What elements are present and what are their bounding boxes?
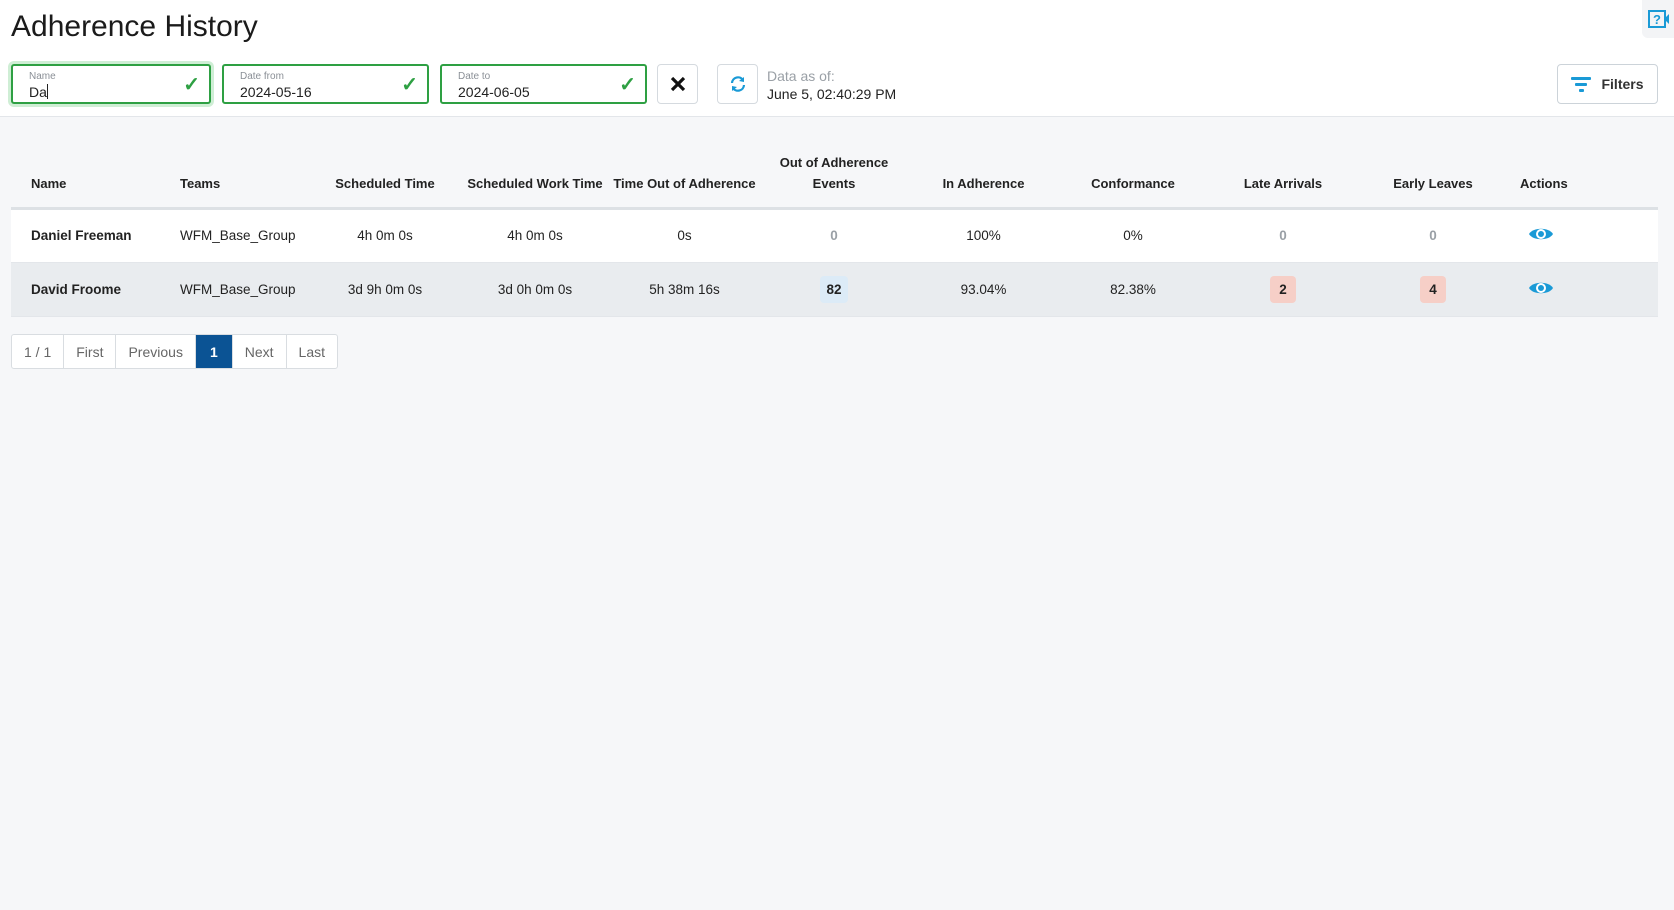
cell-scheduled-time: 4h 0m 0s bbox=[310, 208, 460, 263]
cell-scheduled-time: 3d 9h 0m 0s bbox=[310, 262, 460, 317]
date-to-input[interactable]: 2024-06-05 bbox=[458, 84, 530, 100]
cell-scheduled-work-time: 4h 0m 0s bbox=[460, 208, 610, 263]
header-in-adherence[interactable]: In Adherence bbox=[909, 150, 1058, 210]
cell-ooa-events: 0 bbox=[759, 208, 909, 263]
header-scheduled-time[interactable]: Scheduled Time bbox=[310, 150, 460, 210]
page-info: 1 / 1 bbox=[12, 335, 65, 368]
previous-page-button[interactable]: Previous bbox=[116, 335, 196, 368]
cell-in-adherence: 93.04% bbox=[909, 262, 1058, 317]
cell-ooa-events: 82 bbox=[759, 262, 909, 317]
name-field[interactable]: Name Da ✓ bbox=[11, 64, 211, 104]
table-row: Daniel Freeman WFM_Base_Group 4h 0m 0s 4… bbox=[11, 208, 1658, 263]
late-arrivals-badge[interactable]: 2 bbox=[1270, 275, 1296, 303]
table-header: Name Teams Scheduled Time Scheduled Work… bbox=[11, 150, 1658, 210]
cell-time-out-of-adherence: 0s bbox=[610, 208, 759, 263]
cell-time-out-of-adherence: 5h 38m 16s bbox=[610, 262, 759, 317]
date-to-label: Date to bbox=[458, 71, 491, 82]
help-button[interactable]: ? bbox=[1642, 0, 1674, 38]
cell-conformance: 82.38% bbox=[1058, 262, 1208, 317]
filters-label: Filters bbox=[1601, 76, 1644, 92]
cell-in-adherence: 100% bbox=[909, 208, 1058, 263]
cell-conformance: 0% bbox=[1058, 208, 1208, 263]
header-name[interactable]: Name bbox=[11, 150, 160, 210]
header-conformance[interactable]: Conformance bbox=[1058, 150, 1208, 210]
header-time-out-of-adherence[interactable]: Time Out of Adherence bbox=[610, 150, 759, 210]
data-as-of-value: June 5, 02:40:29 PM bbox=[767, 86, 897, 102]
cell-teams: WFM_Base_Group bbox=[160, 208, 310, 263]
cell-actions bbox=[1508, 208, 1658, 263]
svg-text:?: ? bbox=[1653, 12, 1661, 27]
header-out-of-adherence-events[interactable]: Out of Adherence Events bbox=[759, 150, 909, 210]
adherence-table: Name Teams Scheduled Time Scheduled Work… bbox=[11, 150, 1658, 317]
help-icon: ? bbox=[1648, 10, 1669, 28]
cell-late-arrivals: 0 bbox=[1208, 208, 1358, 263]
ooa-events-badge[interactable]: 82 bbox=[820, 275, 848, 303]
date-from-input[interactable]: 2024-05-16 bbox=[240, 84, 312, 100]
date-from-label: Date from bbox=[240, 71, 284, 82]
filters-button[interactable]: Filters bbox=[1557, 64, 1658, 104]
header-late-arrivals[interactable]: Late Arrivals bbox=[1208, 150, 1358, 210]
header-teams[interactable]: Teams bbox=[160, 150, 310, 210]
data-as-of: Data as of: June 5, 02:40:29 PM bbox=[767, 68, 896, 102]
date-from-field[interactable]: Date from 2024-05-16 ✓ bbox=[222, 64, 429, 104]
eye-icon[interactable] bbox=[1528, 225, 1554, 243]
cell-name: Daniel Freeman bbox=[11, 208, 160, 263]
cell-early-leaves: 4 bbox=[1358, 262, 1508, 317]
check-icon: ✓ bbox=[401, 74, 418, 96]
header-early-leaves[interactable]: Early Leaves bbox=[1358, 150, 1508, 210]
header-scheduled-work-time[interactable]: Scheduled Work Time bbox=[460, 150, 610, 210]
close-icon bbox=[670, 76, 685, 92]
filter-icon bbox=[1571, 77, 1592, 92]
check-icon: ✓ bbox=[183, 74, 200, 96]
first-page-button[interactable]: First bbox=[64, 335, 117, 368]
last-page-button[interactable]: Last bbox=[298, 343, 325, 360]
name-input[interactable]: Da bbox=[29, 84, 47, 100]
check-icon: ✓ bbox=[619, 74, 636, 96]
cell-early-leaves: 0 bbox=[1358, 208, 1508, 263]
refresh-icon bbox=[730, 76, 745, 92]
page-title: Adherence History bbox=[11, 10, 258, 43]
cell-late-arrivals: 2 bbox=[1208, 262, 1358, 317]
eye-icon[interactable] bbox=[1528, 279, 1554, 297]
cell-actions bbox=[1508, 262, 1658, 317]
date-to-field[interactable]: Date to 2024-06-05 ✓ bbox=[440, 64, 647, 104]
header-actions: Actions bbox=[1508, 150, 1658, 210]
cell-scheduled-work-time: 3d 0h 0m 0s bbox=[460, 262, 610, 317]
pagination: 1 / 1 First Previous 1 Next Last bbox=[11, 334, 338, 369]
page-1-button[interactable]: 1 bbox=[195, 335, 233, 368]
cell-name: David Froome bbox=[11, 262, 160, 317]
table-row: David Froome WFM_Base_Group 3d 9h 0m 0s … bbox=[11, 262, 1658, 317]
cell-teams: WFM_Base_Group bbox=[160, 262, 310, 317]
data-as-of-label: Data as of: bbox=[767, 68, 835, 84]
name-label: Name bbox=[29, 71, 56, 82]
clear-button[interactable] bbox=[657, 64, 698, 104]
early-leaves-badge[interactable]: 4 bbox=[1420, 275, 1446, 303]
next-page-button[interactable]: Next bbox=[233, 335, 287, 368]
refresh-button[interactable] bbox=[717, 64, 758, 104]
